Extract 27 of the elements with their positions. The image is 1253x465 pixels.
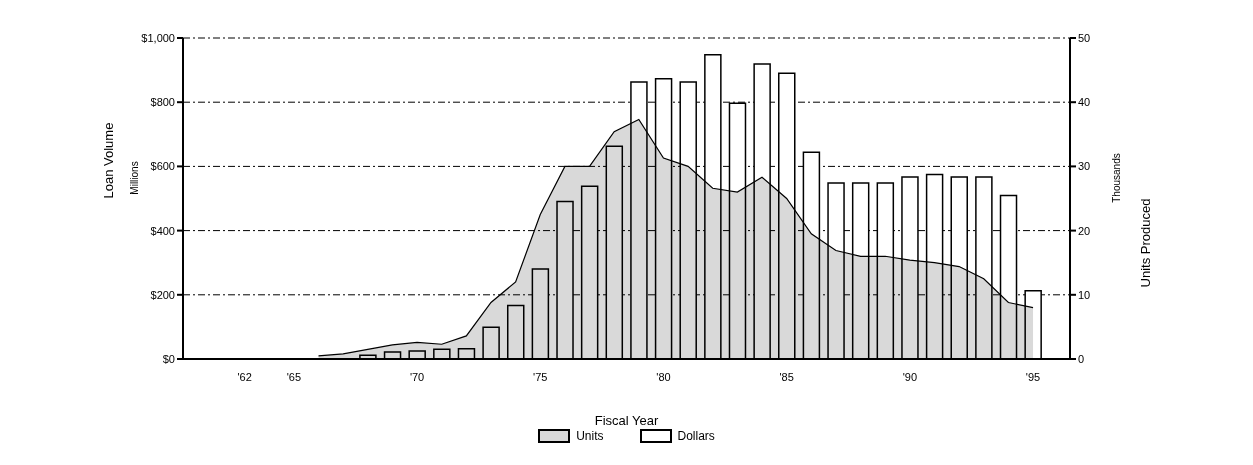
x-axis-title: Fiscal Year: [594, 413, 659, 428]
x-tick-label: '75: [533, 371, 548, 383]
x-tick-label: '65: [286, 371, 302, 383]
x-tick-label: '85: [779, 371, 794, 383]
y2-tick-label: 50: [1078, 31, 1091, 44]
x-tick-label: '95: [1025, 371, 1041, 383]
x-tick-label: '90: [902, 371, 918, 383]
y2-tick-label: 40: [1078, 96, 1091, 109]
y-tick-label: $0: [162, 352, 175, 365]
y2-tick-label: 30: [1078, 160, 1091, 173]
y-tick-label: $600: [150, 160, 175, 173]
y-tick-label: $200: [150, 288, 175, 301]
y-axis-title: Loan Volume: [100, 122, 116, 199]
x-tick-label: '70: [409, 371, 425, 383]
legend-label: Units: [576, 429, 604, 443]
y2-axis-title: Units Produced: [1137, 198, 1153, 288]
text: Thousands: [1110, 153, 1122, 203]
x-tick-label: '62: [237, 371, 252, 383]
y2-tick-label: 20: [1078, 224, 1091, 237]
x-tick-label: '80: [656, 371, 671, 383]
y-tick-label: $800: [150, 96, 175, 109]
y-tick-label: $400: [150, 224, 175, 237]
legend-label: Dollars: [677, 429, 715, 443]
y2-tick-label: 0: [1078, 352, 1085, 365]
y-tick-label: $1,000: [141, 31, 175, 44]
y2-tick-label: 10: [1078, 288, 1091, 301]
text: Millions: [128, 161, 140, 195]
